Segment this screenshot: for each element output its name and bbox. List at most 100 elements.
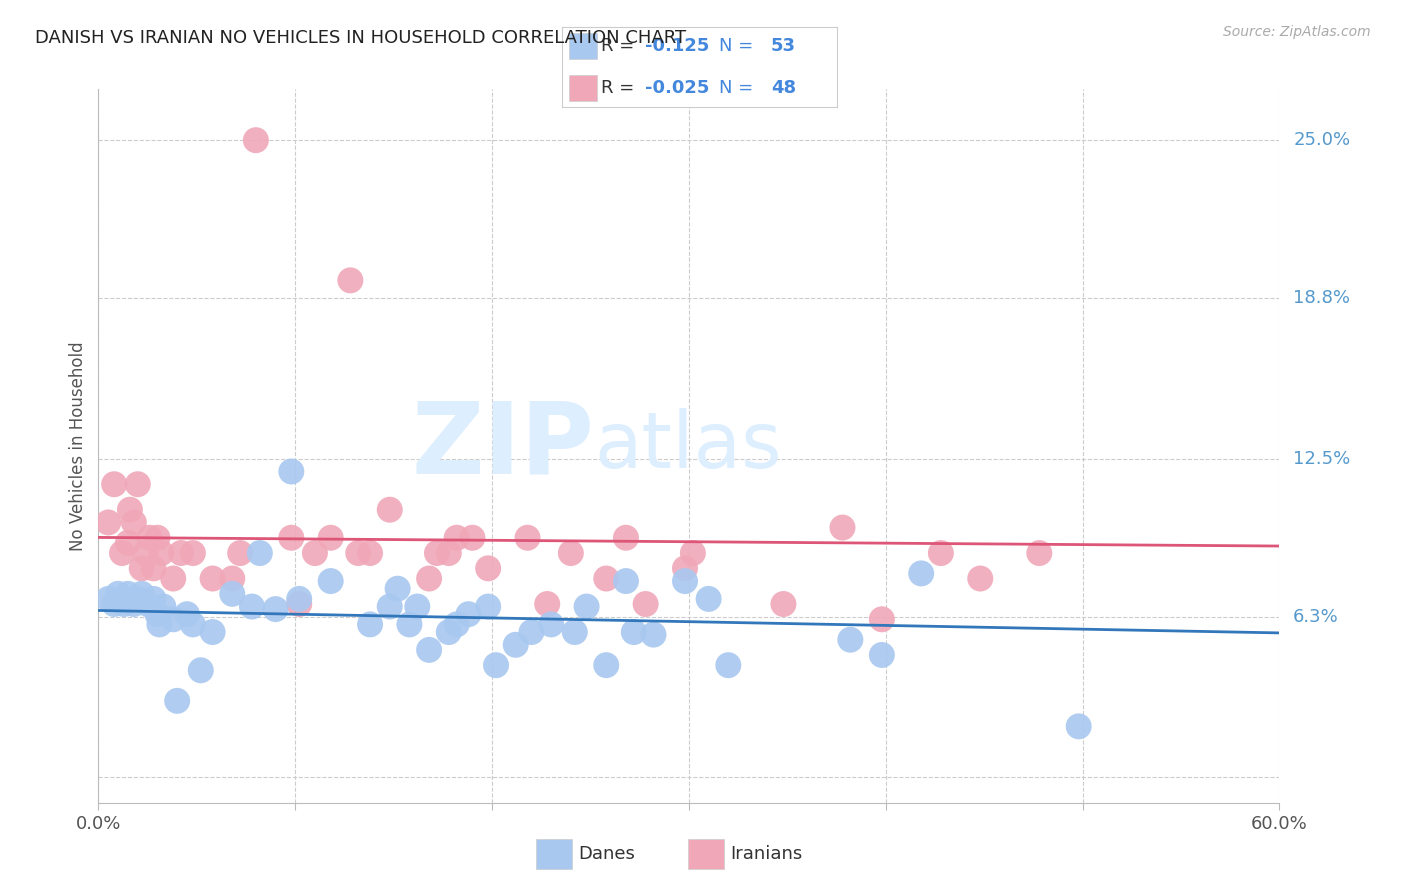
- Point: [221, 587, 243, 601]
- Point: [304, 546, 326, 560]
- Point: [221, 572, 243, 586]
- Point: [135, 546, 157, 560]
- Text: N =: N =: [718, 37, 759, 55]
- Point: [536, 597, 558, 611]
- Point: [870, 612, 893, 626]
- Point: [122, 597, 145, 611]
- Point: [138, 531, 160, 545]
- Point: [516, 531, 538, 545]
- Point: [245, 133, 267, 147]
- Point: [146, 531, 169, 545]
- Text: R =: R =: [600, 37, 640, 55]
- Point: [280, 531, 302, 545]
- Point: [426, 546, 449, 560]
- Point: [288, 591, 311, 606]
- Point: [378, 599, 401, 614]
- Text: 25.0%: 25.0%: [1294, 131, 1350, 149]
- Y-axis label: No Vehicles in Household: No Vehicles in Household: [69, 341, 87, 551]
- Text: 53: 53: [770, 37, 796, 55]
- Point: [107, 587, 129, 601]
- Point: [339, 273, 361, 287]
- Point: [839, 632, 862, 647]
- Point: [378, 502, 401, 516]
- Point: [564, 625, 586, 640]
- Point: [560, 546, 582, 560]
- Point: [347, 546, 370, 560]
- Text: 12.5%: 12.5%: [1294, 450, 1351, 467]
- Point: [136, 597, 159, 611]
- Point: [673, 561, 696, 575]
- Point: [162, 572, 184, 586]
- Point: [181, 546, 204, 560]
- Text: 18.8%: 18.8%: [1294, 289, 1350, 307]
- Point: [520, 625, 543, 640]
- Point: [103, 597, 125, 611]
- Point: [146, 607, 169, 622]
- Point: [1028, 546, 1050, 560]
- FancyBboxPatch shape: [569, 75, 596, 101]
- Point: [111, 546, 134, 560]
- Point: [229, 546, 252, 560]
- Point: [929, 546, 952, 560]
- Point: [166, 694, 188, 708]
- Text: 48: 48: [770, 78, 796, 96]
- Point: [717, 658, 740, 673]
- Point: [643, 627, 665, 641]
- Point: [131, 587, 153, 601]
- Point: [418, 643, 440, 657]
- Point: [181, 617, 204, 632]
- Point: [97, 516, 120, 530]
- Text: ZIP: ZIP: [412, 398, 595, 494]
- Point: [170, 546, 193, 560]
- Point: [122, 516, 145, 530]
- Point: [437, 546, 460, 560]
- Point: [477, 561, 499, 575]
- Point: [148, 617, 170, 632]
- Point: [614, 574, 637, 588]
- Point: [117, 536, 139, 550]
- Point: [162, 612, 184, 626]
- Point: [461, 531, 484, 545]
- Point: [280, 465, 302, 479]
- Point: [697, 591, 720, 606]
- Point: [264, 602, 287, 616]
- Point: [485, 658, 508, 673]
- Point: [634, 597, 657, 611]
- Point: [127, 591, 149, 606]
- Text: R =: R =: [600, 78, 640, 96]
- Point: [398, 617, 420, 632]
- Point: [97, 591, 120, 606]
- Point: [249, 546, 271, 560]
- Point: [142, 561, 165, 575]
- Point: [477, 599, 499, 614]
- Point: [540, 617, 562, 632]
- Point: [359, 617, 381, 632]
- Point: [406, 599, 429, 614]
- Point: [457, 607, 479, 622]
- Point: [595, 658, 617, 673]
- Point: [682, 546, 704, 560]
- Point: [1067, 719, 1090, 733]
- Text: N =: N =: [718, 78, 759, 96]
- Point: [446, 531, 468, 545]
- Point: [772, 597, 794, 611]
- Point: [910, 566, 932, 581]
- Point: [150, 546, 173, 560]
- Point: [319, 574, 342, 588]
- Point: [418, 572, 440, 586]
- Point: [112, 597, 135, 611]
- FancyBboxPatch shape: [569, 33, 596, 59]
- Point: [387, 582, 409, 596]
- Text: Danes: Danes: [578, 845, 636, 863]
- Text: -0.025: -0.025: [644, 78, 709, 96]
- Point: [152, 599, 174, 614]
- Point: [969, 572, 991, 586]
- Point: [190, 663, 212, 677]
- Point: [176, 607, 198, 622]
- Point: [870, 648, 893, 662]
- Point: [831, 520, 853, 534]
- Point: [437, 625, 460, 640]
- Point: [673, 574, 696, 588]
- Point: [240, 599, 263, 614]
- Point: [201, 625, 224, 640]
